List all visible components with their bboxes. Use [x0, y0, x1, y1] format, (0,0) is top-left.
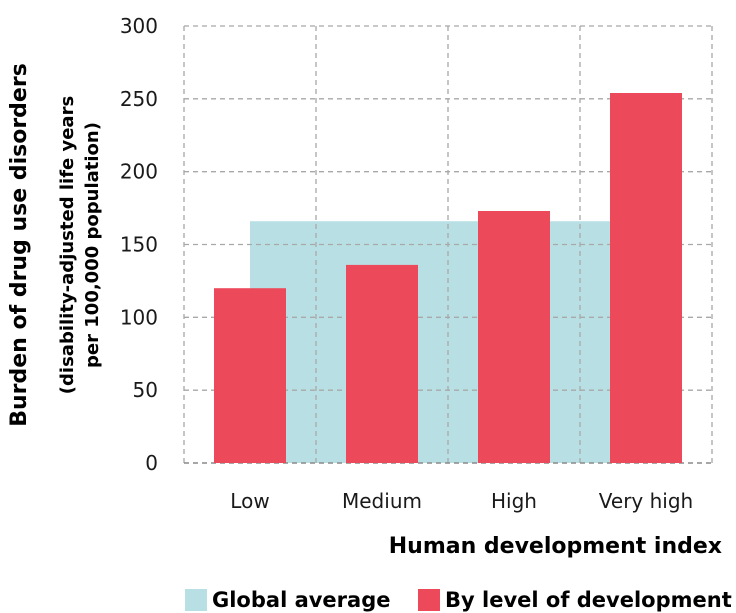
y-tick-label: 150	[120, 233, 158, 257]
bar-low	[214, 288, 286, 463]
legend-label-by-level: By level of development	[445, 588, 732, 612]
x-tick-label: Medium	[342, 489, 422, 513]
x-tick-label: Low	[230, 489, 269, 513]
bar-very-high	[610, 93, 682, 464]
y-tick-label: 200	[120, 160, 158, 184]
x-tick-label: High	[491, 489, 537, 513]
legend-swatch-global-average	[185, 589, 207, 611]
bar-high	[478, 210, 550, 463]
y-tick-label: 250	[120, 87, 158, 111]
y-tick-labels: 0 50 100 150 200 250 300	[120, 14, 158, 475]
y-axis-subtitle-line-1: (disability-adjusted life years	[57, 96, 78, 394]
x-tick-label: Very high	[599, 489, 693, 513]
gridlines	[183, 25, 713, 464]
y-tick-label: 100	[120, 305, 158, 329]
legend-label-global-average: Global average	[212, 588, 390, 612]
bars	[214, 93, 682, 464]
y-axis-title: Burden of drug use disorders	[7, 63, 32, 427]
legend-swatch-by-level	[418, 589, 440, 611]
bar-medium	[346, 264, 418, 463]
x-tick-labels: Low Medium High Very high	[230, 489, 693, 513]
y-tick-label: 0	[145, 451, 158, 475]
x-axis-title: Human development index	[389, 534, 722, 559]
y-tick-label: 300	[120, 14, 158, 38]
legend: Global average By level of development	[185, 588, 732, 612]
y-axis-subtitle-line-2: per 100,000 population)	[82, 122, 103, 368]
y-tick-label: 50	[133, 378, 158, 402]
